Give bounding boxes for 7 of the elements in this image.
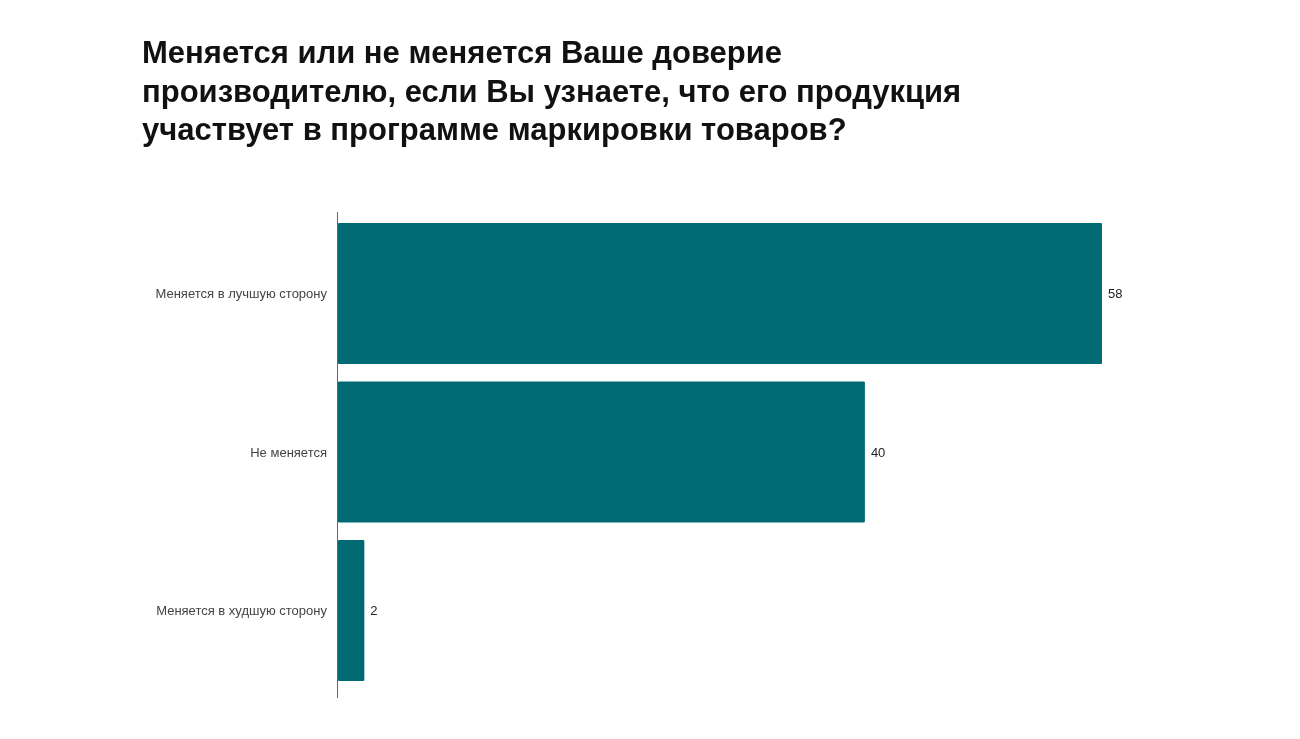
y-tick-label: Меняется в лучшую сторону (155, 286, 328, 302)
data-label: 2 (370, 603, 378, 619)
data-label: 40 (870, 444, 886, 460)
chart-title: Меняется или не меняется Ваше доверие производителю, если Вы узнаете, что его продукция участвует в программе маркировки товаров? (142, 34, 963, 149)
data-label: 58 (1108, 286, 1123, 302)
y-tick-label: Не меняется (250, 444, 327, 460)
y-tick-label: Меняется в худшую сторону (156, 603, 328, 619)
